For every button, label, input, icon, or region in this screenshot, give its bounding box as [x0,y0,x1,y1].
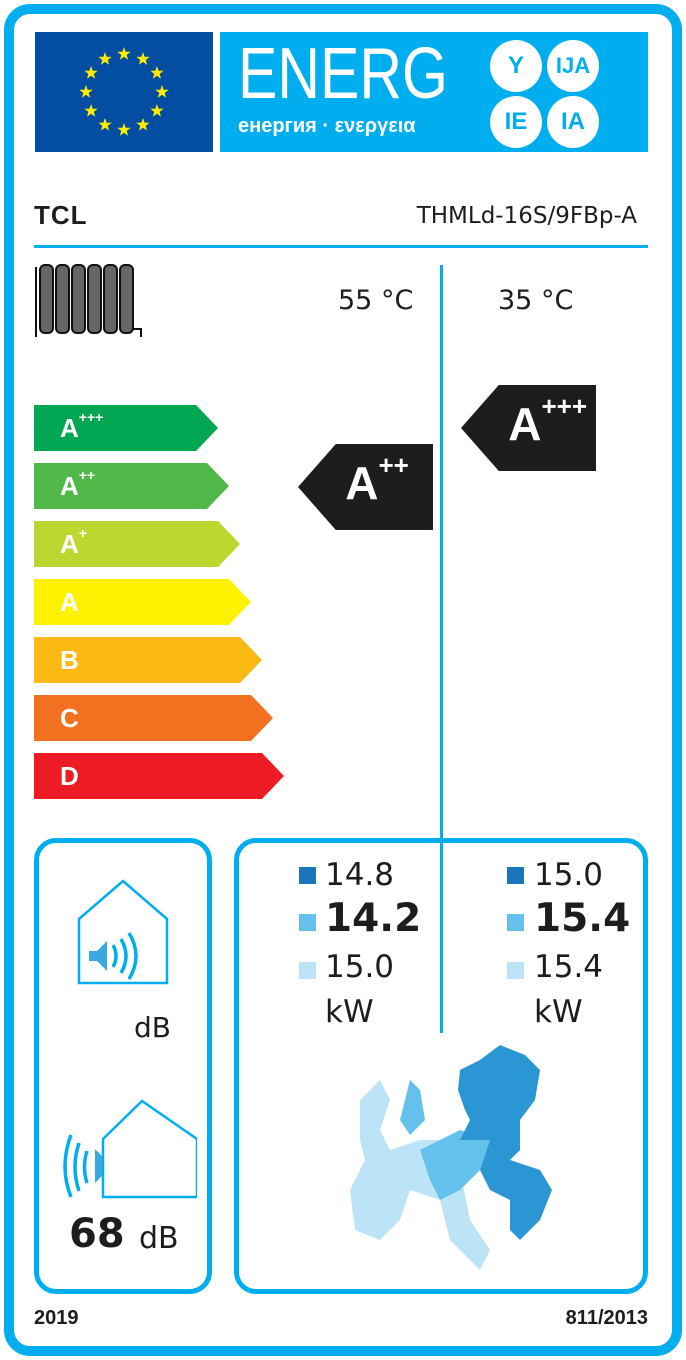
scale-bar-b: B [34,637,262,683]
scale-plus: ++ [78,467,96,483]
temp-35-label: 35 °C [498,285,574,316]
heat-output-panel [234,838,648,1294]
star-icon [150,66,164,79]
class-55-letter: A [345,457,379,509]
scale-plus: + [78,525,87,541]
suffix-ija: IJA [547,40,599,92]
warmer-zone [350,1080,490,1270]
scale-letter: A [60,471,79,501]
outdoor-sound-icon [63,1099,197,1199]
star-icon [117,47,131,60]
energy-word: ENERG [238,34,448,114]
warmer-zone-swatch [299,962,316,979]
power-35-unit: kW [534,994,583,1030]
star-icon [98,52,112,65]
supplier-name: TCL [34,200,88,230]
power-55-unit: kW [325,994,374,1030]
class-55-plus: ++ [378,450,409,480]
scale-letter: C [60,703,79,733]
scale-letter: A [60,529,79,559]
scale-letter: A [60,413,79,443]
scale-bar-d: D [34,753,284,799]
scale-bar-ap: A+ [34,521,240,567]
star-icon [155,85,169,98]
star-icon [98,117,112,131]
colder-zone-swatch [507,867,524,884]
scale-bar-appp: A+++ [34,405,218,451]
scale-bar-a: A [34,579,251,625]
star-icon [84,104,98,117]
suffix-ie: IE [490,96,542,148]
column-divider [440,265,443,1033]
label-year: 2019 [34,1307,79,1329]
suffix-y: Y [490,40,542,92]
scale-bar-app: A++ [34,463,229,509]
warmer-zone-swatch [507,962,524,979]
average-zone [400,1080,490,1200]
star-icon [79,85,93,98]
scale-letter: B [60,645,79,675]
energy-banner: ENERG енергия · ενεργεια Y IJA IE IA [220,32,648,152]
power-35-average: 15.4 [534,896,631,941]
colder-zone [458,1045,552,1240]
eu-flag [35,32,213,152]
radiator-icon [35,264,142,337]
class-35-plus: +++ [541,391,588,421]
power-55-average: 14.2 [325,896,422,941]
scale-bar-c: C [34,695,273,741]
star-icon [136,52,150,65]
indoor-noise-unit: dB [134,1011,171,1044]
energy-subtitle: енергия · ενεργεια [238,115,416,137]
star-icon [136,117,150,131]
power-35-warmer: 15.4 [534,949,604,985]
regulation-number: 811/2013 [565,1307,648,1329]
label-border [4,4,682,1356]
model-identifier: THMLd-16S/9FBp-A [416,203,637,229]
star-icon [117,123,131,136]
divider [34,245,648,248]
average-zone-swatch [299,914,316,931]
outdoor-noise-value: 68 [69,1211,125,1257]
noise-panel: dB 68 dB [34,838,212,1294]
europe-climate-map [350,1045,552,1270]
star-icon [150,104,164,117]
scale-plus: +++ [78,409,104,425]
average-zone-swatch [507,914,524,931]
suffix-ia: IA [547,96,599,148]
indoor-sound-icon [77,879,169,985]
scale-letter: A [60,587,79,617]
outdoor-noise-unit: dB [139,1221,179,1256]
eu-stars-icon [79,47,169,136]
power-35-colder: 15.0 [534,857,604,893]
class-35-letter: A [508,398,542,450]
power-55-warmer: 15.0 [325,949,395,985]
star-icon [84,66,98,79]
power-55-colder: 14.8 [325,857,395,893]
colder-zone-swatch [299,867,316,884]
temp-55-label: 55 °C [338,285,414,316]
scale-letter: D [60,761,79,791]
